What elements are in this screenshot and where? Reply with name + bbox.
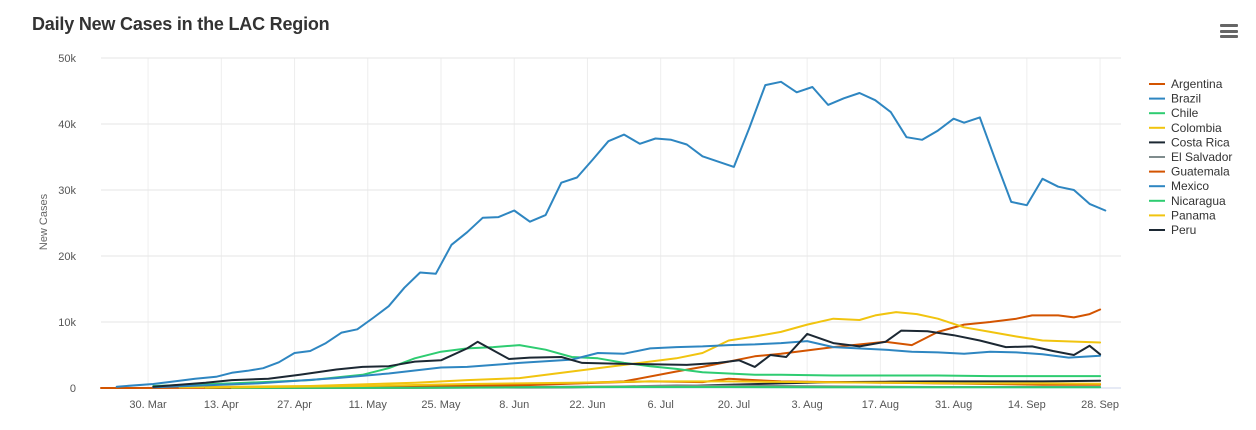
- legend-label: Panama: [1171, 208, 1216, 222]
- hamburger-menu-icon[interactable]: [1220, 24, 1238, 38]
- y-axis-label: New Cases: [38, 193, 50, 250]
- legend-item-nicaragua[interactable]: Nicaragua: [1149, 194, 1226, 208]
- y-axis: 0 10k 20k 30k 40k 50k: [58, 53, 76, 395]
- legend-label: Argentina: [1171, 77, 1223, 91]
- x-tick-label: 8. Jun: [499, 399, 529, 411]
- legend-item-el-salvador[interactable]: El Salvador: [1149, 150, 1232, 164]
- x-tick-label: 3. Aug: [792, 399, 823, 411]
- x-tick-label: 27. Apr: [277, 399, 312, 411]
- legend-label: Mexico: [1171, 179, 1209, 193]
- x-tick-label: 25. May: [421, 399, 461, 411]
- series-line-brazil[interactable]: [115, 80, 1107, 388]
- x-tick-label: 31. Aug: [935, 399, 972, 411]
- series-line-mexico[interactable]: [152, 340, 1102, 389]
- x-tick-label: 14. Sep: [1008, 399, 1046, 411]
- y-tick-label: 40k: [58, 119, 76, 131]
- legend-label: Brazil: [1171, 92, 1201, 106]
- legend-item-brazil[interactable]: Brazil: [1149, 92, 1201, 106]
- x-axis: 30. Mar 13. Apr 27. Apr 11. May 25. May 8. Ju…: [101, 387, 1121, 411]
- x-tick-label: 13. Apr: [204, 399, 239, 411]
- legend-label: Guatemala: [1171, 165, 1230, 179]
- x-tick-label: 28. Sep: [1081, 399, 1119, 411]
- legend-label: Costa Rica: [1171, 135, 1230, 149]
- series-line-peru[interactable]: [152, 329, 1102, 388]
- legend-item-panama[interactable]: Panama: [1149, 208, 1216, 222]
- series-group: [100, 80, 1107, 389]
- legend-item-argentina[interactable]: Argentina: [1149, 77, 1223, 91]
- series-line-chile[interactable]: [152, 344, 1102, 387]
- x-tick-label: 20. Jul: [718, 399, 750, 411]
- x-tick-label: 22. Jun: [569, 399, 605, 411]
- legend-label: El Salvador: [1171, 150, 1232, 164]
- legend-label: Nicaragua: [1171, 194, 1226, 208]
- y-tick-label: 30k: [58, 185, 76, 197]
- x-tick-label: 6. Jul: [648, 399, 674, 411]
- y-tick-label: 10k: [58, 317, 76, 329]
- y-tick-label: 50k: [58, 53, 76, 65]
- chart-title: Daily New Cases in the LAC Region: [32, 14, 330, 34]
- legend-label: Peru: [1171, 223, 1196, 237]
- legend-label: Colombia: [1171, 121, 1222, 135]
- legend-item-peru[interactable]: Peru: [1149, 223, 1196, 237]
- x-tick-label: 30. Mar: [129, 399, 167, 411]
- y-tick-label: 0: [70, 383, 76, 395]
- vertical-grid: [147, 58, 1101, 388]
- legend-item-costa-rica[interactable]: Costa Rica: [1149, 135, 1230, 149]
- series-line-colombia[interactable]: [178, 311, 1102, 389]
- horizontal-grid: [101, 57, 1121, 323]
- legend-item-mexico[interactable]: Mexico: [1149, 179, 1209, 193]
- legend-item-chile[interactable]: Chile: [1149, 106, 1199, 120]
- series-line-nicaragua[interactable]: [230, 386, 1102, 389]
- x-tick-label: 11. May: [349, 399, 388, 411]
- x-tick-label: 17. Aug: [862, 399, 899, 411]
- legend-item-colombia[interactable]: Colombia: [1149, 121, 1222, 135]
- legend-label: Chile: [1171, 106, 1199, 120]
- y-tick-label: 20k: [58, 251, 76, 263]
- legend-item-guatemala[interactable]: Guatemala: [1149, 165, 1230, 179]
- series-line-panama[interactable]: [204, 380, 1102, 389]
